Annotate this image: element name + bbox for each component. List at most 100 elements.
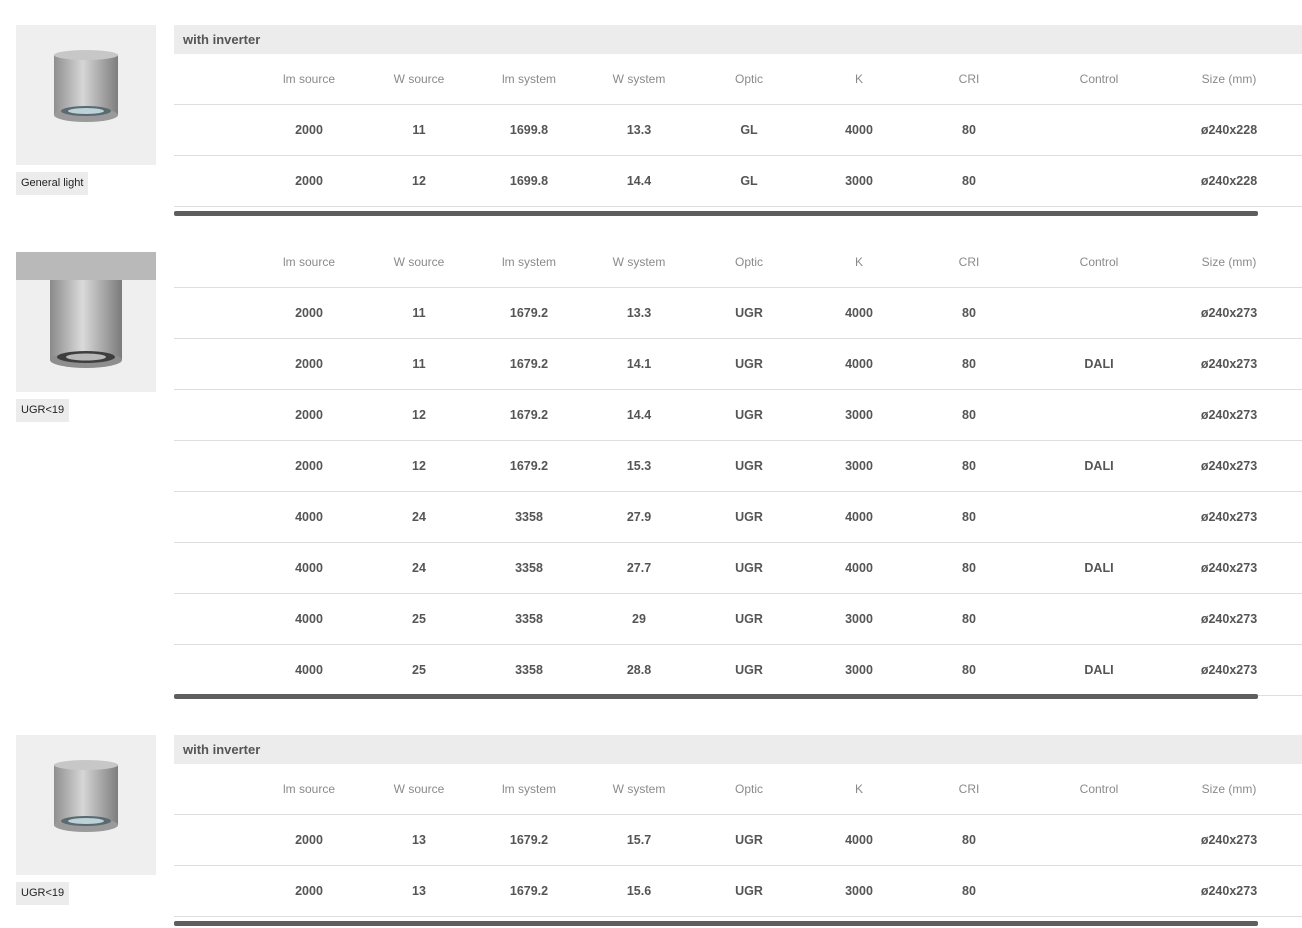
table-row[interactable]: 4000 25 3358 28.8 UGR 3000 80 DALI ø240x273 (174, 645, 1302, 696)
table-row[interactable]: 4000 25 3358 29 UGR 3000 80 ø240x273 (174, 594, 1302, 645)
table-row[interactable]: 2000 12 1679.2 15.3 UGR 3000 80 DALI ø240x273 (174, 441, 1302, 492)
cell-cri: 80 (962, 123, 976, 137)
cell-w-system: 14.4 (626, 174, 652, 188)
table-row[interactable]: 2000 12 1699.8 14.4 GL 3000 80 ø240x228 (174, 156, 1302, 207)
cell-size: ø240x273 (1200, 884, 1258, 898)
cell-w-system: 13.3 (626, 306, 652, 320)
cell-lm-source: 2000 (295, 884, 323, 898)
cell-lm-system: 1679.2 (509, 833, 549, 847)
cell-k: 3000 (845, 174, 873, 188)
cell-control (1054, 866, 1144, 916)
spec-table: lm source W source lm system W system Optic K… (174, 237, 1302, 696)
product-image[interactable] (16, 25, 156, 165)
cell-control (1054, 390, 1144, 440)
column-header-cri: CRI (958, 255, 980, 269)
cell-size: ø240x228 (1200, 123, 1258, 137)
cell-lm-source: 2000 (295, 357, 323, 371)
cell-w-source: 25 (412, 612, 426, 626)
cell-w-source: 25 (412, 663, 426, 677)
cell-cri: 80 (962, 884, 976, 898)
cell-lm-system: 1679.2 (509, 306, 549, 320)
cell-w-source: 13 (412, 833, 426, 847)
spec-table: lm source W source lm system W system Optic K… (174, 54, 1302, 207)
cell-k: 3000 (845, 663, 873, 677)
cell-k: 4000 (845, 833, 873, 847)
cell-lm-source: 2000 (295, 306, 323, 320)
table-row[interactable]: 2000 12 1679.2 14.4 UGR 3000 80 ø240x273 (174, 390, 1302, 441)
table-header-row: lm source W source lm system W system Optic K… (174, 764, 1302, 815)
cell-lm-system: 1679.2 (509, 357, 549, 371)
cell-optic: UGR (735, 408, 763, 422)
column-header-lm-system: lm system (502, 72, 556, 86)
cell-size: ø240x228 (1200, 174, 1258, 188)
cell-lm-system: 3358 (515, 663, 543, 677)
cell-cri: 80 (962, 663, 976, 677)
cell-size: ø240x273 (1200, 459, 1258, 473)
table-row[interactable]: 2000 11 1679.2 13.3 UGR 4000 80 ø240x273 (174, 288, 1302, 339)
table-row[interactable]: 4000 24 3358 27.9 UGR 4000 80 ø240x273 (174, 492, 1302, 543)
cell-control: DALI (1084, 663, 1114, 677)
cell-size: ø240x273 (1200, 612, 1258, 626)
cell-cri: 80 (962, 306, 976, 320)
table-row[interactable]: 2000 11 1679.2 14.1 UGR 4000 80 DALI ø240x273 (174, 339, 1302, 390)
column-header-w-source: W source (393, 782, 445, 796)
cell-optic: GL (740, 174, 758, 188)
cell-k: 4000 (845, 357, 873, 371)
cell-optic: UGR (735, 357, 763, 371)
table-row[interactable]: 2000 11 1699.8 13.3 GL 4000 80 ø240x228 (174, 105, 1302, 156)
cell-control: DALI (1084, 561, 1114, 575)
cell-lm-system: 3358 (515, 612, 543, 626)
table-row[interactable]: 2000 13 1679.2 15.6 UGR 3000 80 ø240x273 (174, 866, 1302, 917)
cell-optic: GL (740, 123, 758, 137)
cell-lm-system: 1699.8 (509, 123, 549, 137)
product-image[interactable] (16, 735, 156, 875)
table-row[interactable]: 2000 13 1679.2 15.7 UGR 4000 80 ø240x273 (174, 815, 1302, 866)
cell-control (1054, 156, 1144, 206)
table-row[interactable]: 4000 24 3358 27.7 UGR 4000 80 DALI ø240x273 (174, 543, 1302, 594)
column-header-k: K (854, 255, 863, 269)
cell-optic: UGR (735, 510, 763, 524)
cell-k: 4000 (845, 561, 873, 575)
cell-w-source: 11 (412, 357, 426, 371)
cell-w-source: 12 (412, 174, 426, 188)
column-header-optic: Optic (734, 782, 763, 796)
cell-k: 4000 (845, 123, 873, 137)
column-header-w-system: W system (612, 72, 666, 86)
cell-w-system: 15.6 (626, 884, 652, 898)
cell-optic: UGR (735, 459, 763, 473)
section-divider (174, 694, 1258, 699)
column-header-w-source: W source (393, 72, 445, 86)
cell-lm-source: 4000 (295, 612, 323, 626)
cell-lm-source: 2000 (295, 408, 323, 422)
cell-optic: UGR (735, 612, 763, 626)
downlight-image (54, 760, 118, 832)
cell-lm-source: 4000 (295, 510, 323, 524)
cell-lm-source: 2000 (295, 459, 323, 473)
column-header-optic: Optic (734, 72, 763, 86)
section-divider (174, 211, 1258, 216)
column-header-lm-system: lm system (502, 255, 556, 269)
cell-w-system: 14.4 (626, 408, 652, 422)
cell-w-system: 27.9 (626, 510, 652, 524)
cell-w-system: 14.1 (626, 357, 652, 371)
cell-lm-system: 1679.2 (509, 884, 549, 898)
cell-lm-source: 4000 (295, 663, 323, 677)
table-header-row: lm source W source lm system W system Optic K… (174, 237, 1302, 288)
cell-w-system: 15.3 (626, 459, 652, 473)
cell-lm-source: 4000 (295, 561, 323, 575)
cell-control: DALI (1084, 459, 1114, 473)
product-image[interactable] (16, 252, 156, 392)
cell-size: ø240x273 (1200, 833, 1258, 847)
cell-lm-source: 2000 (295, 833, 323, 847)
column-header-control: Control (1079, 255, 1119, 269)
table-header-row: lm source W source lm system W system Optic K… (174, 54, 1302, 105)
cell-control: DALI (1084, 357, 1114, 371)
cell-w-source: 11 (412, 123, 426, 137)
section-band: with inverter (174, 25, 1302, 54)
column-header-k: K (854, 72, 863, 86)
cell-k: 4000 (845, 306, 873, 320)
column-header-lm-source: lm source (282, 782, 335, 796)
cell-cri: 80 (962, 833, 976, 847)
cell-lm-system: 1679.2 (509, 459, 549, 473)
cell-w-source: 13 (412, 884, 426, 898)
